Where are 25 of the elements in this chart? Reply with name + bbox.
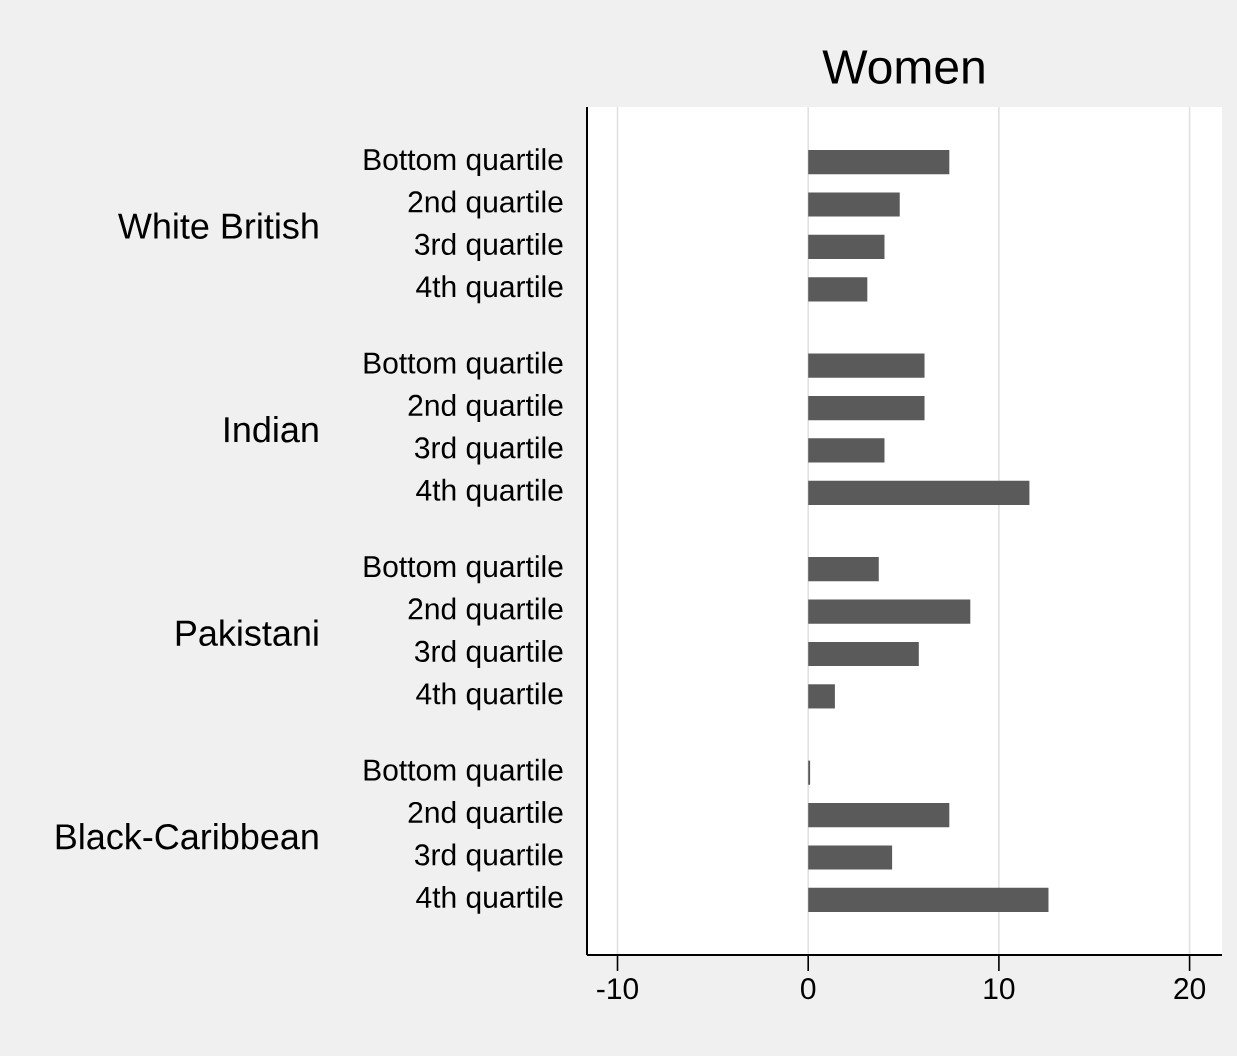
x-tick-label: 0 bbox=[801, 978, 816, 1000]
y-tick-label: 4th quartile bbox=[416, 478, 563, 507]
y-tick-label: Bottom quartile bbox=[364, 148, 563, 177]
y-tick-label: 3rd quartile bbox=[414, 232, 563, 261]
x-tick-label: 10 bbox=[984, 978, 1015, 1000]
y-tick-label: 2nd quartile bbox=[408, 597, 563, 626]
y-tick-label: Bottom quartile bbox=[364, 555, 563, 584]
y-tick-label: 2nd quartile bbox=[408, 394, 563, 423]
y-tick-label: 3rd quartile bbox=[414, 436, 563, 465]
chart-title: Women bbox=[822, 50, 984, 84]
x-tick-label: -10 bbox=[597, 978, 638, 1000]
text: Indian bbox=[225, 416, 318, 443]
y-tick-label: 2nd quartile bbox=[408, 190, 563, 219]
y-tick-label: 2nd quartile bbox=[408, 801, 563, 830]
text: Black-Caribbean bbox=[56, 823, 318, 850]
y-tick-label: 4th quartile bbox=[416, 885, 563, 914]
y-tick-label: Bottom quartile bbox=[364, 351, 563, 380]
y-tick-label: 3rd quartile bbox=[414, 843, 563, 872]
text: White British bbox=[118, 212, 318, 239]
y-tick-label: 4th quartile bbox=[416, 682, 563, 711]
y-tick-label: Bottom quartile bbox=[364, 758, 563, 787]
text: Pakistani bbox=[176, 619, 318, 646]
y-tick-label: 3rd quartile bbox=[414, 639, 563, 668]
y-tick-label: 4th quartile bbox=[416, 275, 563, 304]
x-tick-label: 20 bbox=[1174, 978, 1206, 1000]
